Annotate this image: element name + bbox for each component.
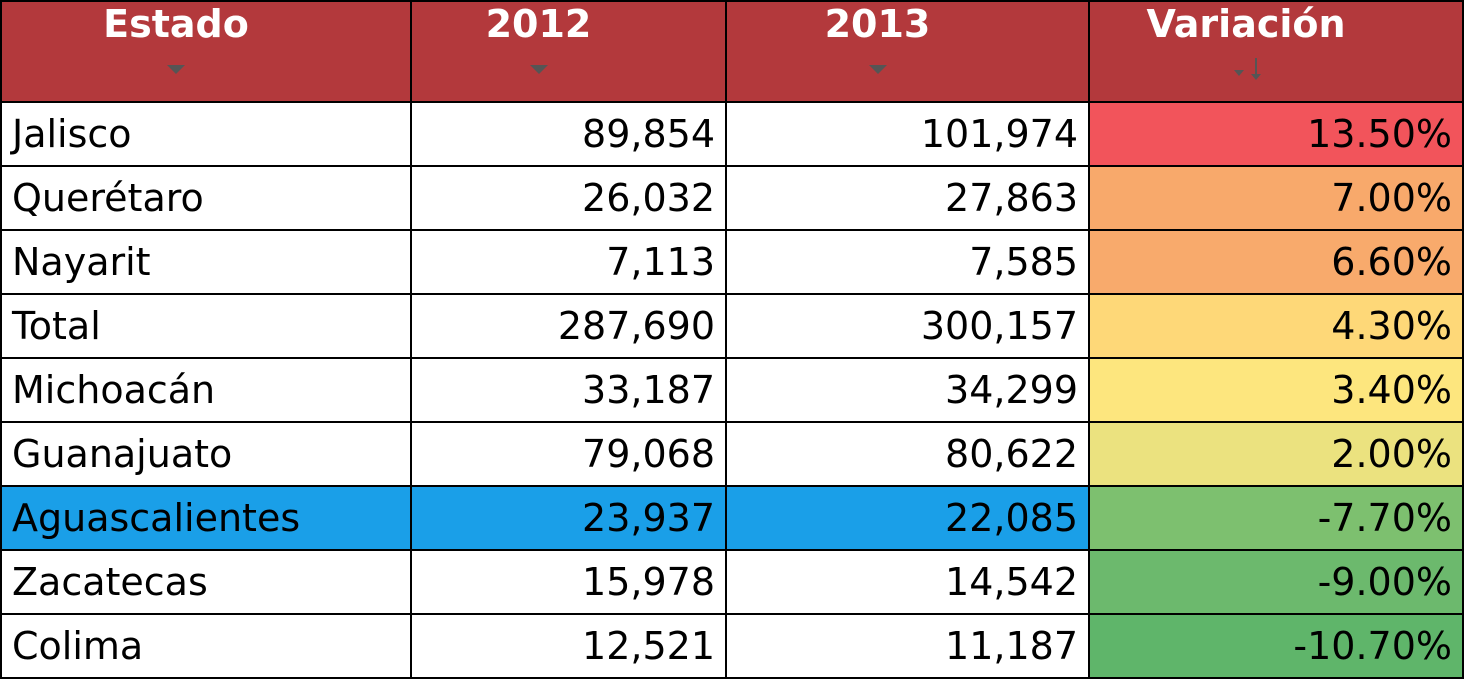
value-cell: 26,032 bbox=[410, 165, 727, 231]
table-row: Michoacán 33,187 34,299 3.40% bbox=[0, 357, 1464, 423]
value-cell: 12,521 bbox=[410, 613, 727, 679]
state-cell: Aguascalientes bbox=[0, 485, 412, 551]
dropdown-icon bbox=[167, 65, 185, 74]
table-row: Jalisco 89,854 101,974 13.50% bbox=[0, 101, 1464, 167]
column-title: Estado bbox=[103, 2, 249, 46]
value-cell: 33,187 bbox=[410, 357, 727, 423]
variation-cell: 6.60% bbox=[1088, 229, 1464, 295]
value-cell: 300,157 bbox=[725, 293, 1090, 359]
variation-cell: 3.40% bbox=[1088, 357, 1464, 423]
table-row: Total 287,690 300,157 4.30% bbox=[0, 293, 1464, 359]
filter-button[interactable] bbox=[422, 46, 655, 100]
filter-button[interactable] bbox=[737, 46, 1018, 100]
column-header: Estado bbox=[0, 0, 412, 103]
value-cell: 27,863 bbox=[725, 165, 1090, 231]
table-row: Querétaro 26,032 27,863 7.00% bbox=[0, 165, 1464, 231]
value-cell: 15,978 bbox=[410, 549, 727, 615]
column-title: 2012 bbox=[485, 2, 592, 46]
table-row: Nayarit 7,113 7,585 6.60% bbox=[0, 229, 1464, 295]
value-cell: 80,622 bbox=[725, 421, 1090, 487]
dropdown-icon bbox=[868, 65, 887, 74]
dropdown-icon bbox=[529, 65, 548, 74]
variation-cell: -7.70% bbox=[1088, 485, 1464, 551]
value-cell: 23,937 bbox=[410, 485, 727, 551]
state-cell: Colima bbox=[0, 613, 412, 679]
state-cell: Querétaro bbox=[0, 165, 412, 231]
value-cell: 14,542 bbox=[725, 549, 1090, 615]
column-title: Variación bbox=[1146, 2, 1346, 46]
filter-button[interactable] bbox=[1100, 46, 1392, 100]
value-cell: 7,113 bbox=[410, 229, 727, 295]
state-cell: Michoacán bbox=[0, 357, 412, 423]
filter-button[interactable] bbox=[12, 46, 340, 100]
table-row: Guanajuato 79,068 80,622 2.00% bbox=[0, 421, 1464, 487]
value-cell: 34,299 bbox=[725, 357, 1090, 423]
variation-cell: 13.50% bbox=[1088, 101, 1464, 167]
variation-cell: 2.00% bbox=[1088, 421, 1464, 487]
table-row: Zacatecas 15,978 14,542 -9.00% bbox=[0, 549, 1464, 615]
value-cell: 287,690 bbox=[410, 293, 727, 359]
sort-icon bbox=[1234, 58, 1261, 80]
state-cell: Guanajuato bbox=[0, 421, 412, 487]
variation-cell: 7.00% bbox=[1088, 165, 1464, 231]
state-cell: Nayarit bbox=[0, 229, 412, 295]
value-cell: 101,974 bbox=[725, 101, 1090, 167]
state-cell: Total bbox=[0, 293, 412, 359]
variation-cell: 4.30% bbox=[1088, 293, 1464, 359]
header-row: Estado 2012 2013 Variación bbox=[0, 0, 1464, 103]
variation-cell: -10.70% bbox=[1088, 613, 1464, 679]
value-cell: 79,068 bbox=[410, 421, 727, 487]
table-row: Aguascalientes 23,937 22,085 -7.70% bbox=[0, 485, 1464, 551]
column-header: 2013 bbox=[725, 0, 1090, 103]
value-cell: 7,585 bbox=[725, 229, 1090, 295]
value-cell: 22,085 bbox=[725, 485, 1090, 551]
value-cell: 89,854 bbox=[410, 101, 727, 167]
column-header: 2012 bbox=[410, 0, 727, 103]
value-cell: 11,187 bbox=[725, 613, 1090, 679]
table-body: Jalisco 89,854 101,974 13.50% Querétaro 26,03… bbox=[0, 101, 1464, 679]
variation-cell: -9.00% bbox=[1088, 549, 1464, 615]
table-row: Colima 12,521 11,187 -10.70% bbox=[0, 613, 1464, 679]
column-header: Variación bbox=[1088, 0, 1464, 103]
column-title: 2013 bbox=[824, 2, 931, 46]
state-cell: Zacatecas bbox=[0, 549, 412, 615]
state-cell: Jalisco bbox=[0, 101, 412, 167]
